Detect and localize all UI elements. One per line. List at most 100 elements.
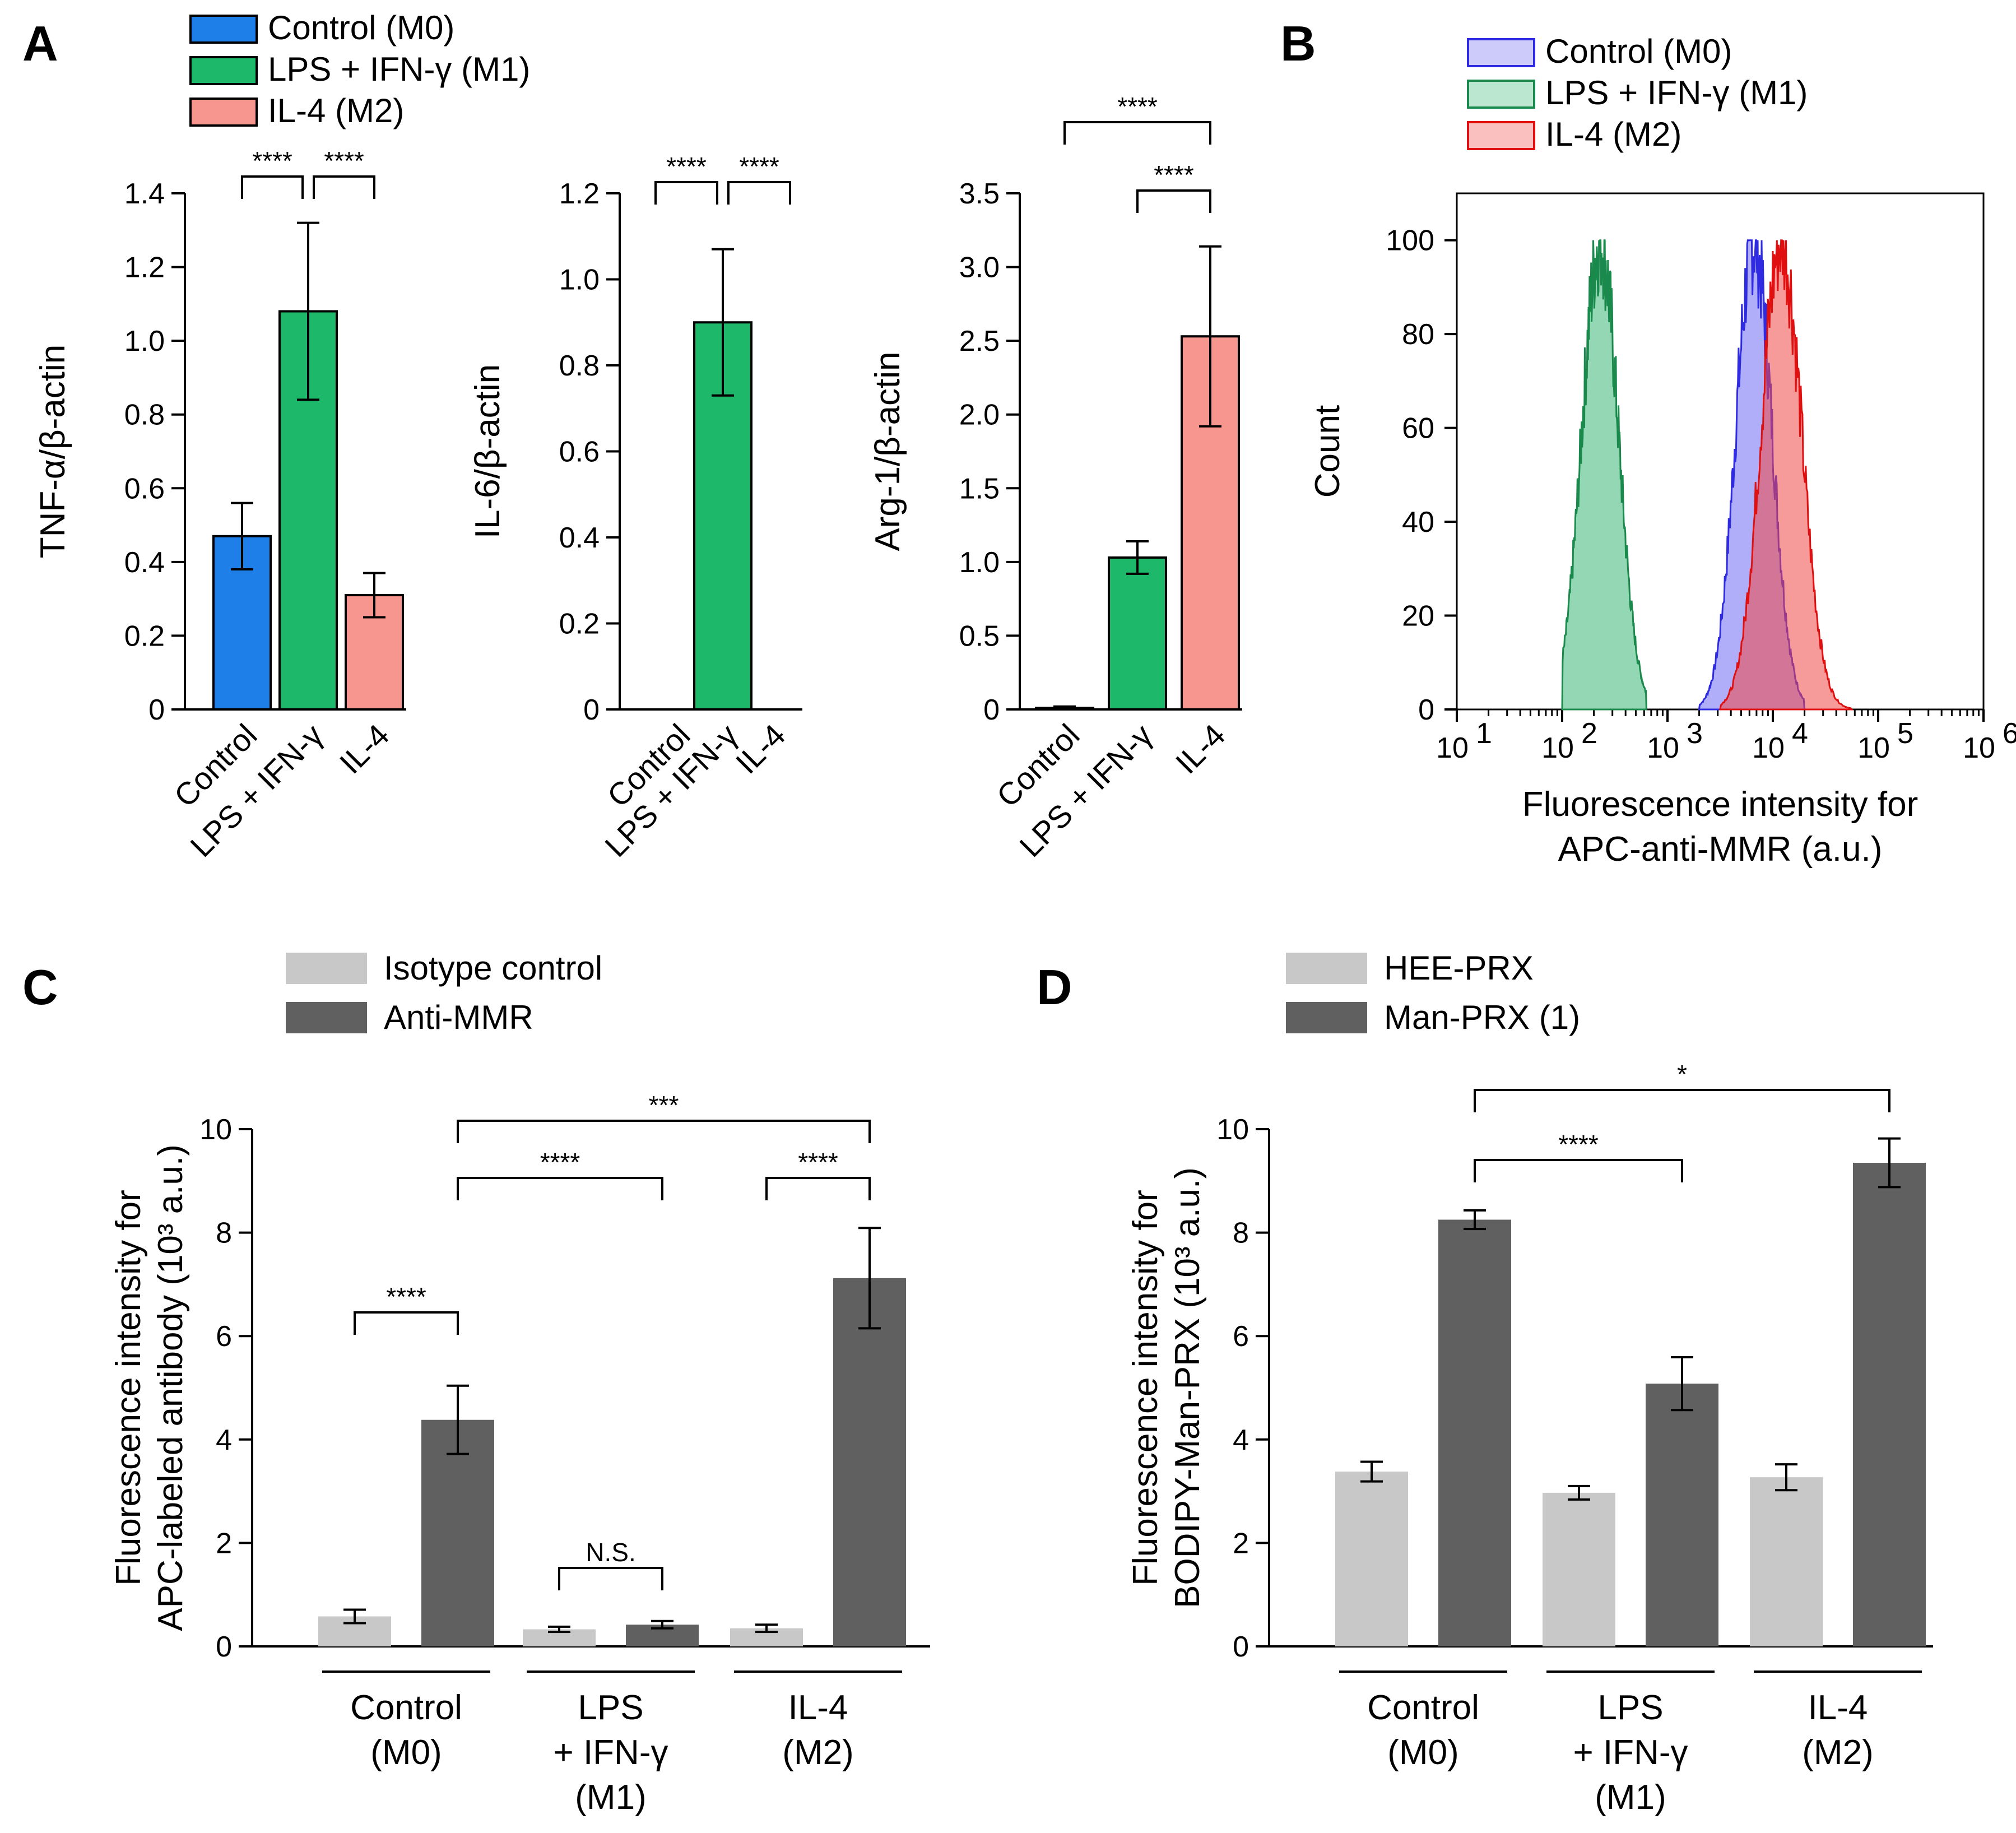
c-sig-4 <box>765 1177 871 1200</box>
d-legend-label: HEE-PRX <box>1384 949 1534 987</box>
d-y-tick-label: 8 <box>1233 1217 1249 1250</box>
c-y-tick-label: 10 <box>199 1113 232 1146</box>
a1-y-tick-label: 1.4 <box>124 178 165 210</box>
a3-bar <box>1108 556 1167 711</box>
d-group-label: (M0) <box>1387 1733 1458 1772</box>
b-x-tick-exponent: 5 <box>1897 717 1913 750</box>
a1-sig-2-label: **** <box>324 146 364 175</box>
c-legend-label: Isotype control <box>384 949 602 987</box>
b-x-tick-exponent: 6 <box>2003 717 2016 750</box>
legend-b-label: Control (M0) <box>1545 33 1732 70</box>
c-sig-3-label: **** <box>540 1148 580 1177</box>
a2-sig-1-label: **** <box>666 152 707 181</box>
a1-sig-1-label: **** <box>252 146 292 175</box>
a1-y-tick-label: 0 <box>148 694 165 726</box>
c-group-label: + IFN-γ <box>554 1733 668 1772</box>
b-y-tick-label: 100 <box>1386 225 1434 257</box>
b-x-tick-label: 10 <box>1752 732 1785 764</box>
d-group-label: LPS <box>1597 1688 1663 1727</box>
b-x-tick-label: 10 <box>1541 732 1574 764</box>
a3-category-label: IL-4 <box>1169 717 1232 781</box>
b-x-tick-label: 10 <box>1963 732 1995 764</box>
a2-y-tick-label: 0.4 <box>559 522 600 554</box>
a1-y-tick-label: 0.4 <box>124 546 165 579</box>
d-sig-1-label: **** <box>1558 1130 1599 1159</box>
a2-y-tick-label: 0.6 <box>559 436 600 468</box>
c-sig-2-label: N.S. <box>586 1538 635 1567</box>
c-sig-2 <box>558 1567 663 1590</box>
d-bar <box>1646 1384 1718 1646</box>
b-x-tick-exponent: 2 <box>1581 717 1597 750</box>
legend-a-label: IL-4 (M2) <box>268 92 404 129</box>
a2-sig-2 <box>727 181 791 205</box>
c-group-label: (M2) <box>782 1733 853 1772</box>
c-group-label: (M1) <box>575 1778 646 1817</box>
c-bar <box>833 1278 906 1646</box>
b-y-tick-label: 0 <box>1418 694 1434 726</box>
c-y-tick-label: 2 <box>216 1527 232 1560</box>
legend-a-label: LPS + IFN-γ (M1) <box>268 50 530 88</box>
c-y-tick-label: 8 <box>216 1217 232 1250</box>
panel-label-d: D <box>1037 959 1072 1015</box>
d-legend-swatch <box>1286 953 1367 984</box>
d-group-label: + IFN-γ <box>1573 1733 1688 1772</box>
c-legend-swatch <box>286 953 367 984</box>
d-legend-swatch <box>1286 1002 1367 1033</box>
c-sig-5 <box>457 1120 871 1143</box>
panel-label-a: A <box>22 16 58 71</box>
a1-y-tick-label: 1.2 <box>124 252 165 284</box>
a1-y-tick-label: 1.0 <box>124 325 165 358</box>
d-legend-label: Man-PRX (1) <box>1384 999 1580 1036</box>
legend-b-swatch <box>1467 38 1535 67</box>
b-x-tick-label: 10 <box>1647 732 1679 764</box>
d-bar <box>1750 1477 1823 1646</box>
legend-b-label: IL-4 (M2) <box>1545 115 1681 153</box>
a3-y-tick-label: 2.5 <box>959 325 1000 358</box>
a2-y-tick-label: 0.8 <box>559 350 600 382</box>
a1-sig-2 <box>313 175 375 199</box>
b-x-tick-label: 10 <box>1436 732 1469 764</box>
a2-category-label: IL-4 <box>729 717 792 781</box>
b-x-tick-label: 10 <box>1857 732 1890 764</box>
b-histogram-m1 <box>1561 239 1647 711</box>
b-y-tick-label: 40 <box>1402 506 1434 539</box>
chart-layer: Control (M0)LPS + IFN-γ (M1)IL-4 (M2)00.… <box>34 9 2016 1817</box>
d-group-label: IL-4 <box>1808 1688 1868 1727</box>
c-group-label: IL-4 <box>788 1688 848 1727</box>
legend-b-swatch <box>1467 80 1535 109</box>
a2-y-tick-label: 1.0 <box>559 264 600 296</box>
a1-bar <box>345 594 404 711</box>
d-y-tick-label: 4 <box>1233 1424 1249 1456</box>
b-y-tick-label: 80 <box>1402 318 1434 351</box>
b-x-tick-exponent: 4 <box>1792 717 1808 750</box>
b-x-tick-exponent: 1 <box>1476 717 1492 750</box>
c-y-tick-label: 4 <box>216 1424 232 1456</box>
a1-sig-1 <box>241 175 304 199</box>
a3-sig-1 <box>1063 121 1211 145</box>
d-y-label-1: Fluorescence intensity for <box>1126 1190 1165 1585</box>
a1-category-label: IL-4 <box>333 717 396 781</box>
c-y-label-1: Fluorescence intensity for <box>109 1190 148 1585</box>
a3-sig-2-label: **** <box>1154 160 1194 189</box>
d-bar <box>1543 1492 1615 1646</box>
a3-y-tick-label: 3.5 <box>959 178 1000 210</box>
a2-y-tick-label: 1.2 <box>559 178 600 210</box>
d-group-label: (M2) <box>1802 1733 1873 1772</box>
c-legend-swatch <box>286 1002 367 1033</box>
a2-sig-2-label: **** <box>739 152 779 181</box>
b-x-label-2: APC-anti-MMR (a.u.) <box>1558 830 1883 869</box>
c-sig-3 <box>457 1177 663 1200</box>
c-group-label: LPS <box>578 1688 643 1727</box>
d-y-tick-label: 0 <box>1233 1631 1249 1663</box>
d-sig-2-label: * <box>1677 1060 1687 1089</box>
c-group-label: (M0) <box>370 1733 442 1772</box>
d-y-tick-label: 10 <box>1216 1113 1249 1146</box>
legend-a-swatch <box>189 15 258 44</box>
b-histogram-m2 <box>1719 239 1854 711</box>
legend-b-label: LPS + IFN-γ (M1) <box>1545 74 1808 112</box>
b-y-label: Count <box>1308 405 1347 498</box>
d-group-label: (M1) <box>1595 1778 1666 1817</box>
a3-sig-1-label: **** <box>1117 92 1158 121</box>
a1-y-tick-label: 0.2 <box>124 620 165 652</box>
a3-y-tick-label: 1.5 <box>959 472 1000 505</box>
